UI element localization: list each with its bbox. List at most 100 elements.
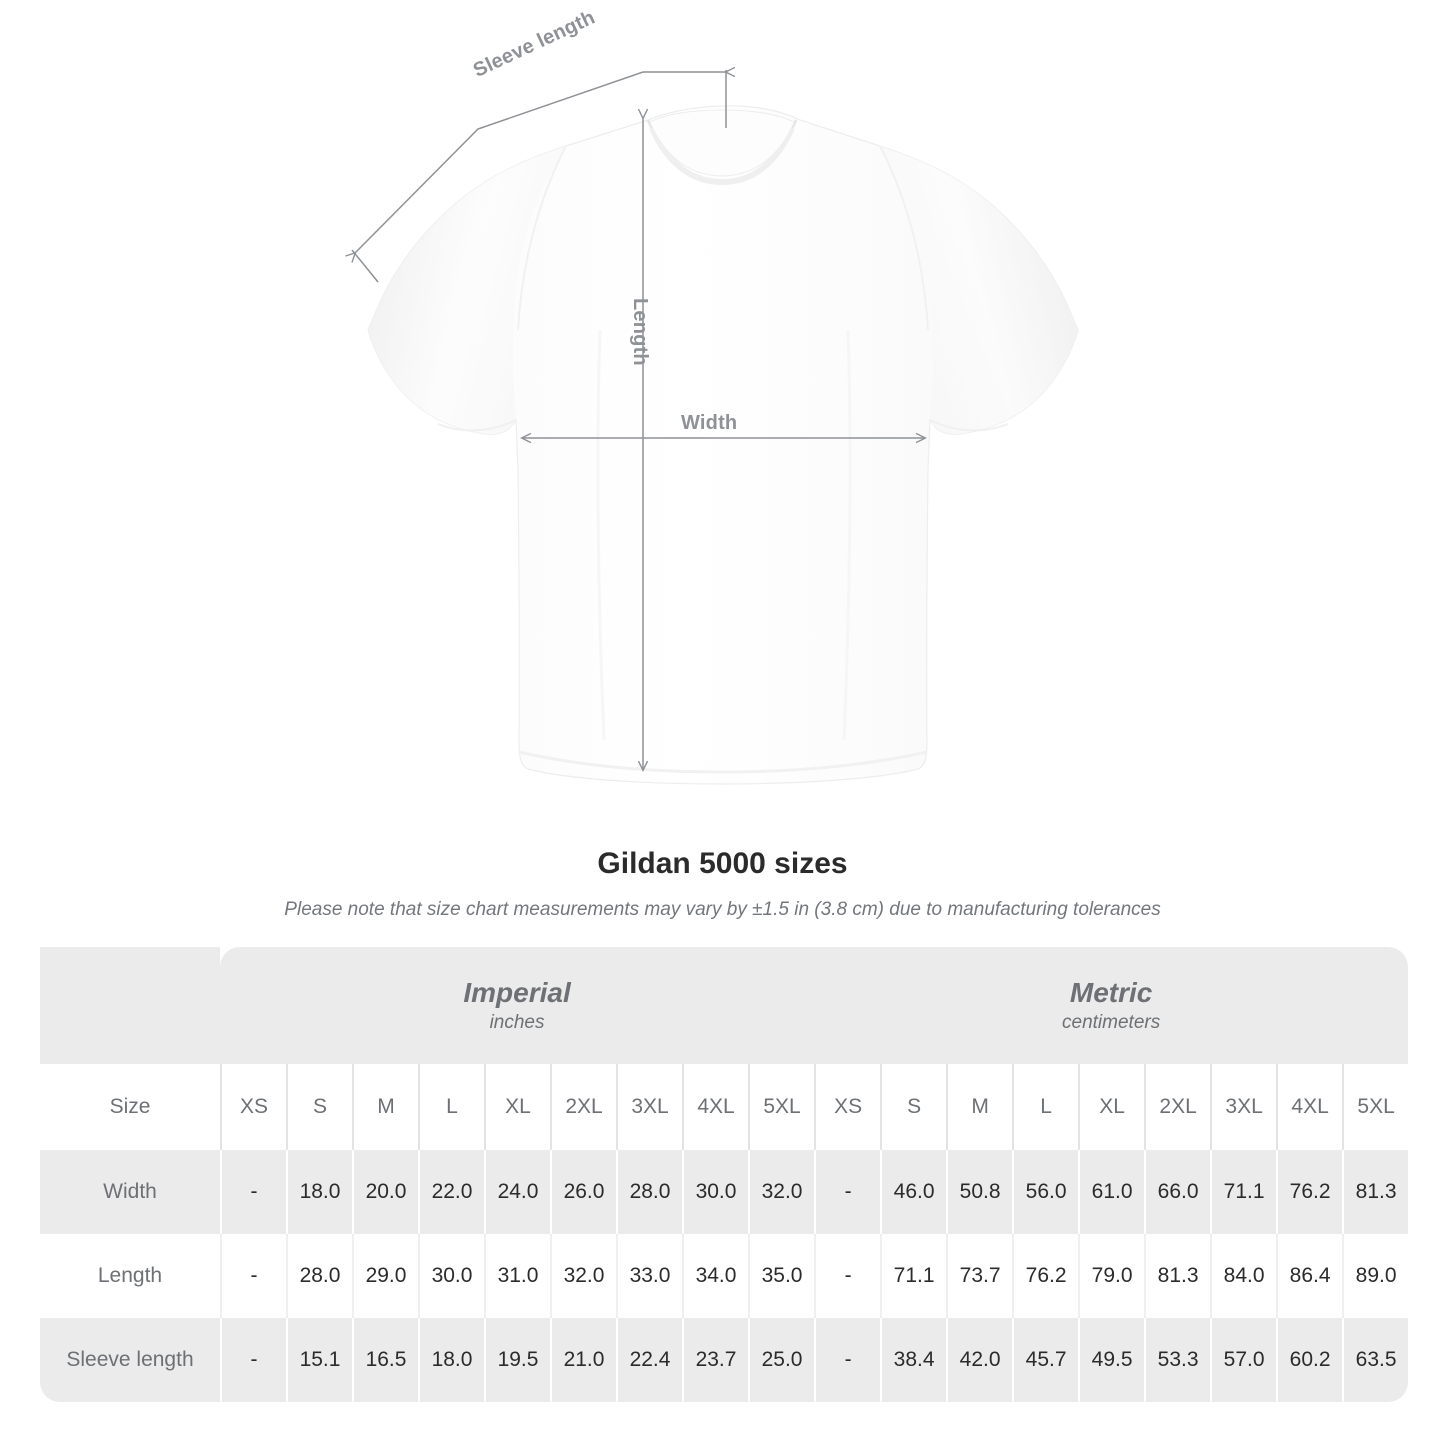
unit-band-metric: Metric centimeters [814, 947, 1409, 1064]
cell-width-metric-xs: - [814, 1150, 881, 1234]
unit-band-imperial: Imperial inches [220, 947, 815, 1064]
table-row: Sleeve length - 15.1 16.5 18.0 19.5 21.0… [40, 1318, 1409, 1402]
cell-sleeve-metric-5xl: 63.5 [1342, 1318, 1409, 1402]
cell-length-metric-2xl: 81.3 [1144, 1234, 1211, 1318]
size-chart-table: Imperial inches Metric centimeters Size … [40, 947, 1409, 1402]
size-header-imperial-xl: XL [484, 1064, 550, 1150]
cell-width-imperial-xs: - [220, 1150, 286, 1234]
unit-band-corner [40, 947, 220, 1064]
cell-width-imperial-2xl: 26.0 [550, 1150, 616, 1234]
cell-sleeve-metric-2xl: 53.3 [1144, 1318, 1211, 1402]
cell-length-metric-4xl: 86.4 [1276, 1234, 1343, 1318]
size-header-metric-5xl: 5XL [1342, 1064, 1409, 1150]
cell-width-imperial-l: 22.0 [418, 1150, 484, 1234]
cell-length-metric-xs: - [814, 1234, 881, 1318]
size-header-metric-xl: XL [1078, 1064, 1145, 1150]
cell-sleeve-metric-3xl: 57.0 [1210, 1318, 1277, 1402]
cell-width-metric-2xl: 66.0 [1144, 1150, 1211, 1234]
tshirt-silhouette [367, 105, 1079, 785]
cell-width-metric-s: 46.0 [880, 1150, 947, 1234]
cell-sleeve-metric-s: 38.4 [880, 1318, 947, 1402]
cell-length-imperial-2xl: 32.0 [550, 1234, 616, 1318]
cell-sleeve-imperial-xl: 19.5 [484, 1318, 550, 1402]
table-row: Width - 18.0 20.0 22.0 24.0 26.0 28.0 30… [40, 1150, 1409, 1234]
unit-band-row: Imperial inches Metric centimeters [40, 947, 1409, 1064]
tshirt-diagram: Sleeve length Length Width [0, 6, 1079, 785]
cell-length-metric-s: 71.1 [880, 1234, 947, 1318]
cell-length-imperial-xl: 31.0 [484, 1234, 550, 1318]
cell-length-metric-3xl: 84.0 [1210, 1234, 1277, 1318]
imperial-unit: inches [489, 1011, 545, 1033]
size-header-imperial-s: S [286, 1064, 352, 1150]
cell-length-imperial-s: 28.0 [286, 1234, 352, 1318]
cell-sleeve-imperial-5xl: 25.0 [748, 1318, 815, 1402]
cell-sleeve-imperial-3xl: 22.4 [616, 1318, 682, 1402]
cell-width-metric-4xl: 76.2 [1276, 1150, 1343, 1234]
size-header-row: Size XS S M L XL 2XL 3XL 4XL 5XL XS S M … [40, 1064, 1409, 1150]
sleeve-hem-tick [351, 249, 379, 283]
cell-sleeve-imperial-m: 16.5 [352, 1318, 418, 1402]
row-label-sleeve-length: Sleeve length [40, 1318, 220, 1402]
metric-label: Metric [1069, 976, 1153, 1008]
cell-length-metric-5xl: 89.0 [1342, 1234, 1409, 1318]
cell-sleeve-metric-xl: 49.5 [1078, 1318, 1145, 1402]
size-header-imperial-l: L [418, 1064, 484, 1150]
cell-sleeve-imperial-l: 18.0 [418, 1318, 484, 1402]
cell-length-imperial-l: 30.0 [418, 1234, 484, 1318]
cell-width-metric-l: 56.0 [1012, 1150, 1079, 1234]
cell-length-imperial-4xl: 34.0 [682, 1234, 748, 1318]
cell-sleeve-imperial-s: 15.1 [286, 1318, 352, 1402]
cell-length-metric-xl: 79.0 [1078, 1234, 1145, 1318]
cell-length-imperial-xs: - [220, 1234, 286, 1318]
cell-length-imperial-m: 29.0 [352, 1234, 418, 1318]
length-dimension-label: Length [629, 298, 651, 366]
size-header-imperial-m: M [352, 1064, 418, 1150]
size-header-imperial-xs: XS [220, 1064, 286, 1150]
cell-sleeve-metric-xs: - [814, 1318, 881, 1402]
size-header-metric-s: S [880, 1064, 947, 1150]
size-header-metric-l: L [1012, 1064, 1079, 1150]
sleeve-diagonal [355, 71, 644, 253]
cell-length-imperial-3xl: 33.0 [616, 1234, 682, 1318]
size-header-label: Size [40, 1064, 220, 1150]
cell-length-metric-l: 76.2 [1012, 1234, 1079, 1318]
cell-length-imperial-5xl: 35.0 [748, 1234, 815, 1318]
chart-title-block: Gildan 5000 sizes Please note that size … [0, 845, 1445, 922]
size-header-metric-3xl: 3XL [1210, 1064, 1277, 1150]
table-row: Length - 28.0 29.0 30.0 31.0 32.0 33.0 3… [40, 1234, 1409, 1318]
cell-width-imperial-5xl: 32.0 [748, 1150, 815, 1234]
cell-width-metric-5xl: 81.3 [1342, 1150, 1409, 1234]
size-header-imperial-4xl: 4XL [682, 1064, 748, 1150]
cell-sleeve-imperial-2xl: 21.0 [550, 1318, 616, 1402]
imperial-label: Imperial [463, 976, 571, 1008]
cell-width-metric-3xl: 71.1 [1210, 1150, 1277, 1234]
tolerance-note: Please note that size chart measurements… [284, 899, 1161, 920]
size-header-imperial-5xl: 5XL [748, 1064, 815, 1150]
cell-width-imperial-s: 18.0 [286, 1150, 352, 1234]
cell-width-imperial-3xl: 28.0 [616, 1150, 682, 1234]
row-label-width: Width [40, 1150, 220, 1234]
page-title: Gildan 5000 sizes [597, 847, 848, 880]
cell-width-metric-xl: 61.0 [1078, 1150, 1145, 1234]
cell-sleeve-imperial-xs: - [220, 1318, 286, 1402]
size-header-metric-2xl: 2XL [1144, 1064, 1211, 1150]
cell-sleeve-metric-l: 45.7 [1012, 1318, 1079, 1402]
cell-sleeve-imperial-4xl: 23.7 [682, 1318, 748, 1402]
cell-sleeve-metric-m: 42.0 [946, 1318, 1013, 1402]
size-header-metric-m: M [946, 1064, 1013, 1150]
size-header-imperial-2xl: 2XL [550, 1064, 616, 1150]
cell-length-metric-m: 73.7 [946, 1234, 1013, 1318]
size-header-imperial-3xl: 3XL [616, 1064, 682, 1150]
row-label-length: Length [40, 1234, 220, 1318]
cell-width-imperial-4xl: 30.0 [682, 1150, 748, 1234]
cell-width-metric-m: 50.8 [946, 1150, 1013, 1234]
cell-width-imperial-m: 20.0 [352, 1150, 418, 1234]
dimension-lines [352, 70, 925, 770]
cell-sleeve-metric-4xl: 60.2 [1276, 1318, 1343, 1402]
cell-width-imperial-xl: 24.0 [484, 1150, 550, 1234]
size-header-metric-xs: XS [814, 1064, 881, 1150]
metric-unit: centimeters [1062, 1011, 1161, 1033]
size-header-metric-4xl: 4XL [1276, 1064, 1343, 1150]
width-dimension-label: Width [681, 412, 738, 434]
